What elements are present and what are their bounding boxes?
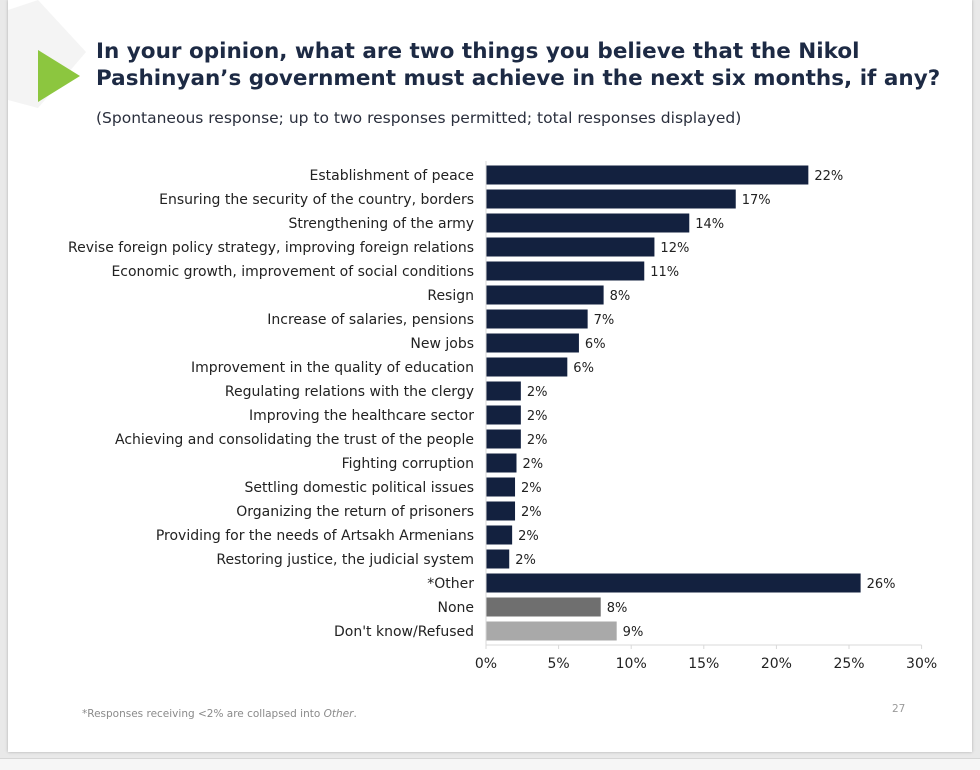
x-tick-label: 10% [616, 656, 647, 672]
category-label: Increase of salaries, pensions [267, 312, 474, 328]
footnote-prefix: *Responses receiving <2% are collapsed i… [82, 708, 324, 720]
x-tick-label: 30% [906, 656, 937, 672]
chart-title: In your opinion, what are two things you… [96, 39, 941, 91]
x-tick-label: 0% [475, 656, 497, 672]
bar [486, 429, 521, 449]
value-label: 2% [527, 433, 548, 448]
footnote: *Responses receiving <2% are collapsed i… [82, 708, 357, 720]
value-label: 14% [695, 217, 724, 232]
bar [486, 309, 588, 329]
category-label: Providing for the needs of Artsakh Armen… [156, 528, 474, 544]
bar [486, 525, 513, 545]
bar [486, 549, 510, 569]
x-tick-label: 15% [688, 656, 719, 672]
bar [486, 381, 521, 401]
category-label: Resign [427, 288, 474, 304]
category-label: Ensuring the security of the country, bo… [159, 192, 474, 208]
category-label: *Other [427, 576, 474, 592]
value-label: 8% [607, 601, 628, 616]
bar [486, 453, 517, 473]
x-tick-label: 20% [761, 656, 792, 672]
bar [486, 357, 568, 377]
triangle-decoration-icon [8, 0, 86, 108]
value-label: 8% [610, 289, 631, 304]
x-tick-label: 5% [547, 656, 569, 672]
category-label: Revise foreign policy strategy, improvin… [68, 240, 474, 256]
bar [486, 333, 579, 353]
bar-chart: Establishment of peace 22% Ensuring the se… [68, 161, 937, 672]
value-label: 2% [518, 529, 539, 544]
bar [486, 573, 861, 593]
value-label: 7% [594, 313, 615, 328]
value-label: 2% [521, 505, 542, 520]
bar [486, 237, 655, 257]
bar [486, 477, 516, 497]
category-label: Regulating relations with the clergy [225, 384, 474, 400]
bar [486, 165, 809, 185]
value-label: 26% [867, 577, 896, 592]
category-label: Strengthening of the army [288, 216, 474, 232]
category-label: Improvement in the quality of education [191, 360, 474, 376]
bar [486, 621, 617, 641]
bar [486, 501, 516, 521]
bar [486, 261, 645, 281]
bar [486, 189, 736, 209]
value-label: 6% [573, 361, 594, 376]
value-label: 17% [742, 193, 771, 208]
value-label: 2% [522, 457, 543, 472]
page-number: 27 [892, 703, 906, 715]
chart-subtitle: (Spontaneous response; up to two respons… [96, 109, 742, 127]
value-label: 11% [650, 265, 679, 280]
value-label: 22% [814, 169, 843, 184]
value-label: 6% [585, 337, 606, 352]
slide: In your opinion, what are two things you… [8, 0, 972, 752]
category-label: Economic growth, improvement of social c… [111, 264, 474, 280]
value-label: 12% [660, 241, 689, 256]
category-label: Fighting corruption [342, 456, 474, 472]
category-label: Improving the healthcare sector [249, 408, 474, 424]
value-label: 2% [521, 481, 542, 496]
value-label: 2% [515, 553, 536, 568]
footnote-suffix: . [353, 708, 357, 720]
category-label: Achieving and consolidating the trust of… [115, 432, 474, 448]
bar [486, 597, 601, 617]
category-label: Establishment of peace [310, 168, 474, 184]
value-label: 2% [527, 409, 548, 424]
bar [486, 285, 604, 305]
category-label: None [437, 600, 474, 616]
category-label: Don't know/Refused [334, 624, 474, 640]
category-label: Restoring justice, the judicial system [216, 552, 474, 568]
next-slide-edge [0, 758, 980, 770]
footnote-emphasis: Other [323, 708, 354, 720]
bar [486, 405, 521, 425]
value-label: 2% [527, 385, 548, 400]
value-label: 9% [623, 625, 644, 640]
category-label: Organizing the return of prisoners [236, 504, 474, 520]
x-tick-label: 25% [833, 656, 864, 672]
category-label: Settling domestic political issues [245, 480, 474, 496]
bar [486, 213, 690, 233]
category-label: New jobs [410, 336, 474, 352]
